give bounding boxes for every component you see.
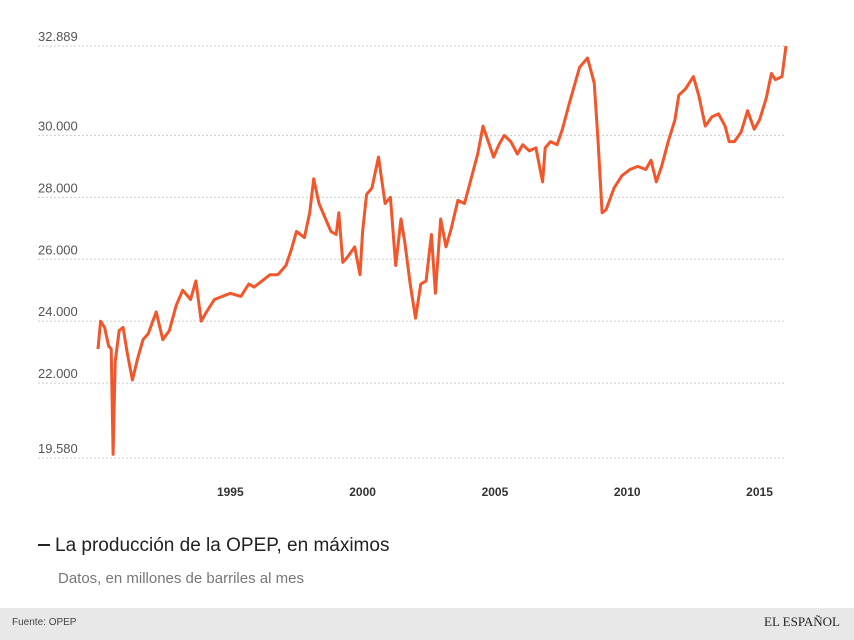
y-tick-label: 24.000 <box>38 304 78 319</box>
x-tick-label: 2015 <box>746 485 773 499</box>
x-tick-label: 2010 <box>614 485 641 499</box>
y-tick-label: 30.000 <box>38 118 78 133</box>
x-tick-label: 1995 <box>217 485 244 499</box>
chart-subtitle: Datos, en millones de barriles al mes <box>58 570 304 587</box>
y-tick-label: 26.000 <box>38 242 78 257</box>
y-tick-label: 22.000 <box>38 366 78 381</box>
y-tick-label: 19.580 <box>38 441 78 456</box>
x-tick-label: 2005 <box>482 485 509 499</box>
data-line <box>96 45 788 456</box>
brand: EL ESPAÑOL <box>764 614 840 629</box>
chart-title: La producción de la OPEP, en máximos <box>55 535 389 556</box>
x-tick-label: 2000 <box>349 485 376 499</box>
source: Fuente: OPEP <box>12 617 77 628</box>
y-tick-label: 28.000 <box>38 180 78 195</box>
y-tick-label: 32.889 <box>38 29 78 44</box>
footer <box>0 608 854 640</box>
